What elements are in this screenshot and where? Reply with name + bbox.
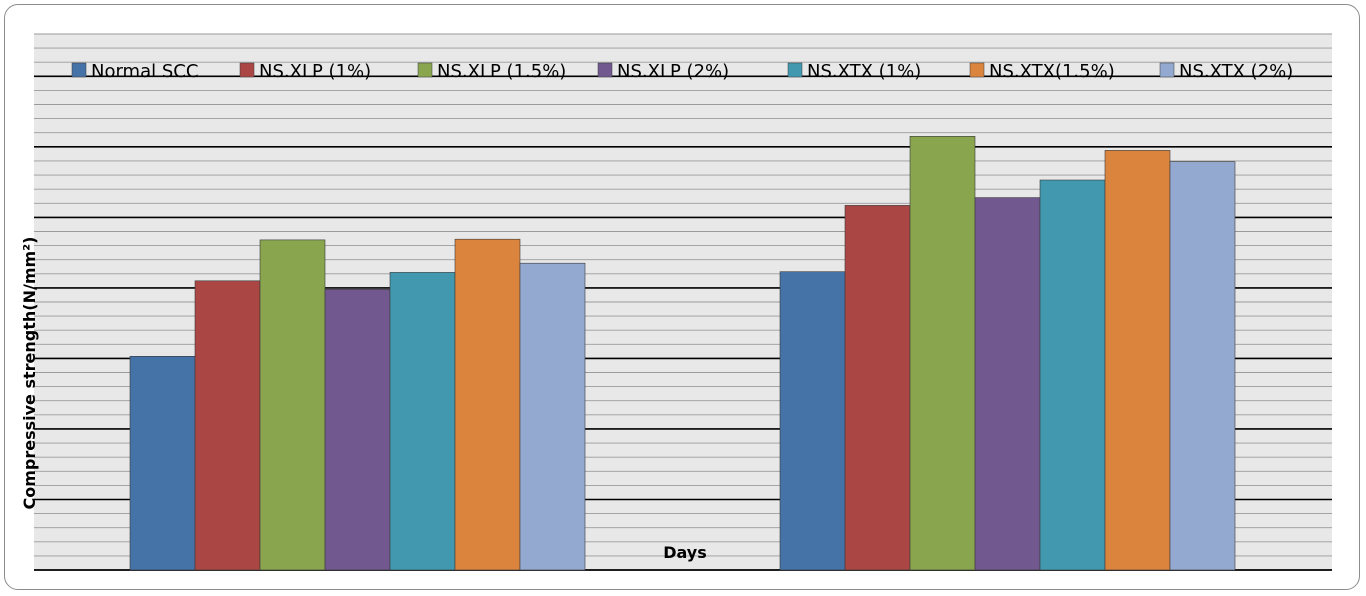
legend-item: NS.XTX(1.5%): [969, 61, 1115, 82]
bar: [129, 355, 196, 571]
legend-swatch: [1159, 62, 1175, 78]
bar: [194, 280, 261, 571]
legend-label: NS.XLP (1.5%): [437, 61, 566, 82]
legend-label: NS.XTX(1.5%): [989, 61, 1115, 82]
legend-swatch: [71, 62, 87, 78]
bar: [1169, 161, 1236, 571]
x-axis-title: Days: [663, 543, 707, 562]
legend-item: NS.XTX (2%): [1159, 61, 1293, 82]
legend-label: Normal SCC: [91, 61, 198, 82]
bar: [389, 272, 456, 571]
legend-item: Normal SCC: [71, 61, 198, 82]
bar: [519, 262, 586, 571]
y-axis-title: Compressive strength(N/mm²): [20, 237, 39, 510]
legend-label: NS.XTX (2%): [1179, 61, 1293, 82]
legend-label: NS.XLP (2%): [617, 61, 729, 82]
legend-item: NS.XLP (1%): [239, 61, 371, 82]
legend-item: NS.XLP (1.5%): [417, 61, 566, 82]
legend-label: NS.XLP (1%): [259, 61, 371, 82]
bar: [844, 205, 911, 571]
legend-swatch: [787, 62, 803, 78]
legend-item: NS.XLP (2%): [597, 61, 729, 82]
bar: [974, 197, 1041, 571]
legend-swatch: [417, 62, 433, 78]
bar: [324, 288, 391, 571]
bar: [1039, 179, 1106, 571]
bar: [779, 271, 846, 571]
bar: [259, 239, 326, 571]
bar: [1104, 150, 1171, 571]
legend: Normal SCC NS.XLP (1%) NS.XLP (1.5%) NS.XLP…: [71, 61, 1293, 82]
bar: [454, 238, 521, 571]
legend-label: NS.XTX (1%): [807, 61, 921, 82]
bar: [909, 136, 976, 571]
legend-swatch: [597, 62, 613, 78]
legend-swatch: [969, 62, 985, 78]
bars: [129, 136, 1236, 571]
legend-item: NS.XTX (1%): [787, 61, 921, 82]
legend-swatch: [239, 62, 255, 78]
